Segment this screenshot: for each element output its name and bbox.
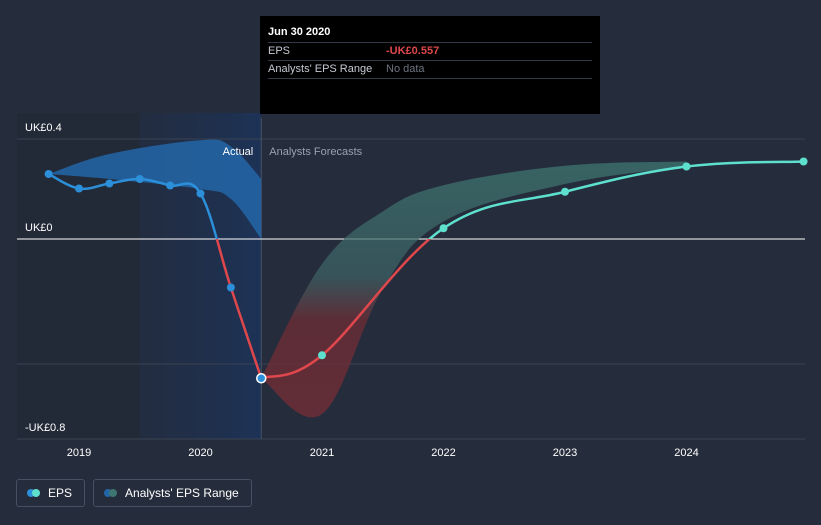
forecast-point <box>561 187 569 196</box>
legend: EPS Analysts' EPS Range <box>16 479 252 507</box>
forecast-range-band <box>261 161 687 418</box>
forecast-point <box>799 157 808 166</box>
actual-point <box>75 184 83 193</box>
y-tick-label: UK£0.4 <box>25 122 62 134</box>
y-tick-label: -UK£0.8 <box>25 422 65 434</box>
actual-point <box>196 189 205 198</box>
actual-point <box>44 170 53 178</box>
legend-range-swatch-icon <box>104 489 118 497</box>
forecast-point <box>439 224 448 233</box>
highlight-point <box>256 373 267 384</box>
tooltip-date: Jun 30 2020 <box>268 26 331 38</box>
x-tick-label: 2021 <box>310 447 334 459</box>
tooltip-row-range: Analysts' EPS Range No data <box>268 60 592 79</box>
forecast-point <box>682 162 691 171</box>
tooltip-range-label: Analysts' EPS Range <box>268 63 373 75</box>
actual-range-band <box>48 139 262 239</box>
actual-point <box>135 175 144 183</box>
y-tick-label: UK£0 <box>25 222 53 234</box>
forecast-label: Analysts Forecasts <box>269 146 362 158</box>
forecast-point <box>318 351 326 360</box>
forecast-line-positive <box>427 160 806 239</box>
actual-point <box>166 181 175 190</box>
actual-point <box>226 283 235 292</box>
actual-line-positive <box>48 172 219 239</box>
legend-range-label: Analysts' EPS Range <box>125 486 239 500</box>
actual-label: Actual <box>223 146 254 158</box>
tooltip-eps-value: -UK£0.557 <box>386 45 440 57</box>
tooltip: Jun 30 2020 EPS -UK£0.557 Analysts' EPS … <box>260 16 600 114</box>
legend-eps-label: EPS <box>48 486 73 500</box>
x-tick-label: 2023 <box>553 447 577 459</box>
legend-eps-button[interactable]: EPS <box>16 479 86 507</box>
tooltip-row-eps: EPS -UK£0.557 <box>268 42 592 60</box>
legend-eps-swatch-icon <box>27 489 40 497</box>
x-tick-label: 2022 <box>431 447 455 459</box>
tooltip-eps-label: EPS <box>268 45 291 57</box>
legend-range-button[interactable]: Analysts' EPS Range <box>93 479 252 507</box>
x-tick-label: 2019 <box>67 447 91 459</box>
x-tick-label: 2020 <box>188 447 212 459</box>
tooltip-range-value: No data <box>386 63 425 75</box>
actual-point <box>105 179 114 188</box>
x-tick-label: 2024 <box>674 447 698 459</box>
